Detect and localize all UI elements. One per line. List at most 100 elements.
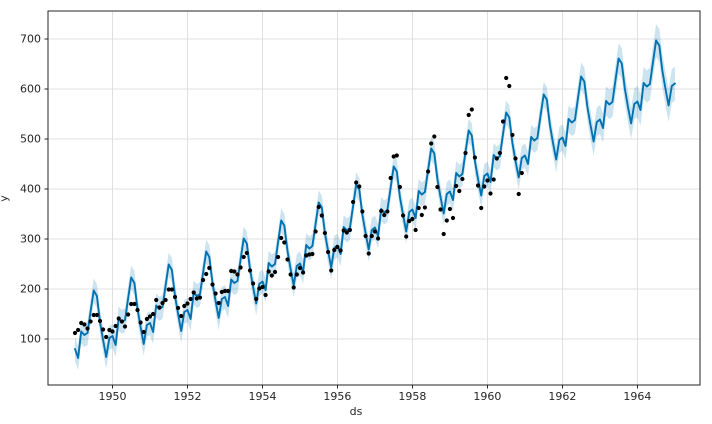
data-point bbox=[475, 183, 481, 188]
data-point bbox=[201, 277, 206, 283]
data-point bbox=[313, 229, 318, 234]
data-point bbox=[247, 268, 253, 273]
data-point bbox=[307, 252, 312, 257]
data-point bbox=[407, 218, 412, 224]
data-point bbox=[488, 191, 493, 196]
data-point bbox=[285, 257, 290, 262]
data-point bbox=[422, 205, 427, 210]
data-point bbox=[447, 206, 452, 212]
data-point bbox=[222, 288, 228, 294]
data-point bbox=[504, 75, 509, 81]
data-point bbox=[344, 230, 349, 235]
data-point bbox=[294, 272, 299, 277]
data-point bbox=[213, 291, 218, 296]
data-point bbox=[182, 303, 187, 309]
data-point bbox=[266, 269, 271, 274]
data-point bbox=[457, 188, 462, 194]
data-point bbox=[154, 297, 159, 303]
data-point bbox=[479, 205, 484, 211]
data-point bbox=[288, 272, 293, 277]
data-point bbox=[410, 216, 415, 222]
data-point bbox=[341, 228, 346, 233]
data-point bbox=[138, 320, 143, 325]
data-point bbox=[122, 324, 128, 329]
data-point bbox=[444, 218, 449, 223]
data-point bbox=[163, 297, 168, 303]
data-point bbox=[141, 329, 146, 335]
data-point bbox=[357, 184, 362, 189]
data-point bbox=[435, 184, 440, 190]
data-point bbox=[497, 150, 502, 156]
data-point bbox=[507, 83, 512, 89]
data-point bbox=[113, 323, 118, 329]
data-point bbox=[135, 307, 140, 313]
data-point bbox=[519, 170, 524, 176]
data-point bbox=[319, 213, 324, 218]
actual-points bbox=[72, 75, 524, 340]
x-tick-label: 1950 bbox=[99, 390, 127, 403]
data-point bbox=[338, 248, 343, 253]
data-point bbox=[76, 327, 81, 333]
y-tick-label: 200 bbox=[20, 283, 41, 296]
data-point bbox=[216, 300, 221, 306]
data-point bbox=[254, 296, 259, 302]
data-point bbox=[210, 282, 215, 287]
data-point bbox=[482, 184, 487, 189]
data-point bbox=[132, 301, 137, 307]
data-point bbox=[469, 107, 474, 112]
data-point bbox=[454, 183, 459, 189]
data-point bbox=[347, 227, 352, 233]
data-point bbox=[360, 209, 365, 214]
data-point bbox=[110, 329, 115, 334]
x-tick-label: 1954 bbox=[249, 390, 277, 403]
data-point bbox=[235, 272, 240, 277]
data-point bbox=[116, 316, 121, 321]
data-point bbox=[460, 176, 465, 182]
data-point bbox=[388, 175, 393, 181]
data-point bbox=[326, 249, 331, 255]
data-point bbox=[166, 287, 171, 292]
y-tick-label: 100 bbox=[20, 333, 41, 346]
data-point bbox=[416, 205, 421, 211]
data-point bbox=[185, 301, 190, 306]
y-tick-label: 300 bbox=[20, 233, 41, 246]
y-axis-label: y bbox=[0, 179, 11, 219]
data-point bbox=[419, 212, 424, 218]
data-point bbox=[291, 285, 296, 290]
y-tick-label: 700 bbox=[20, 33, 41, 46]
data-point bbox=[376, 236, 381, 241]
data-point bbox=[157, 305, 162, 310]
data-point bbox=[160, 300, 165, 306]
data-point bbox=[379, 208, 384, 214]
data-point bbox=[169, 287, 174, 292]
data-point bbox=[279, 235, 284, 241]
data-point bbox=[432, 134, 437, 139]
data-point bbox=[513, 156, 518, 161]
data-point bbox=[332, 247, 337, 253]
data-point bbox=[251, 281, 256, 286]
data-point bbox=[244, 250, 249, 256]
data-point bbox=[369, 233, 374, 239]
data-point bbox=[516, 191, 521, 197]
data-point bbox=[510, 132, 515, 138]
data-point bbox=[97, 318, 103, 324]
x-tick-label: 1962 bbox=[548, 390, 576, 403]
data-point bbox=[472, 155, 477, 160]
data-point bbox=[404, 234, 409, 239]
data-point bbox=[226, 288, 231, 294]
data-point bbox=[335, 244, 340, 250]
data-point bbox=[144, 316, 149, 322]
data-point bbox=[85, 326, 90, 331]
x-axis-label: ds bbox=[349, 405, 363, 418]
data-point bbox=[297, 265, 303, 271]
data-point bbox=[94, 312, 99, 318]
data-point bbox=[394, 153, 399, 158]
x-tick-label: 1956 bbox=[323, 390, 351, 403]
data-point bbox=[372, 229, 377, 234]
y-tick-label: 600 bbox=[20, 83, 41, 96]
data-point bbox=[260, 284, 265, 290]
data-point bbox=[310, 251, 315, 257]
data-point bbox=[322, 230, 327, 236]
